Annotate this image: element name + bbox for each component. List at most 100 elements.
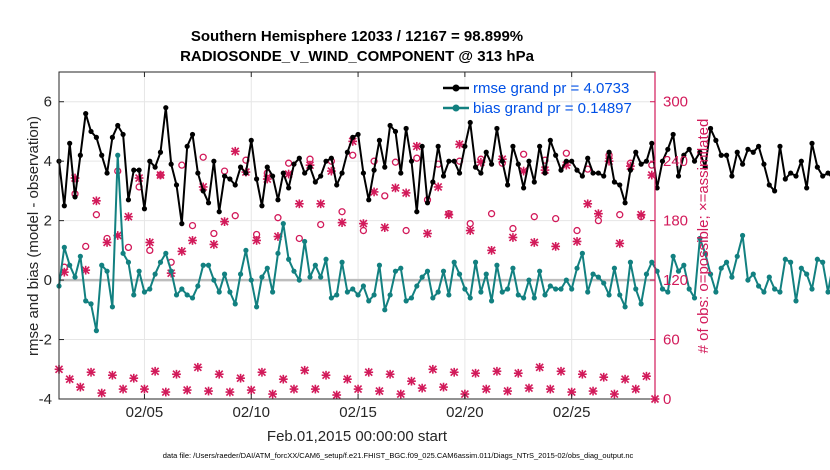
assimilated-marker [583,199,593,209]
bias-point [505,286,511,292]
assimilated-marker [257,367,267,377]
possible-marker [402,226,410,235]
bias-point [734,253,740,259]
bias-point [659,286,666,292]
bias-point [280,221,286,227]
bias-point [537,268,543,274]
rmse-point [136,167,142,173]
bias-point [408,295,415,301]
possible-marker [82,242,90,251]
bias-point [168,268,174,274]
bias-point [643,271,650,277]
bias-point [617,292,623,298]
rmse-point [237,164,244,170]
rmse-point [761,161,767,167]
bias-point [633,286,639,292]
rmse-point [547,137,553,143]
rmse-point [61,203,67,209]
rmse-point [109,134,116,140]
rmse-point [275,197,281,203]
bias-point [739,232,746,239]
assimilated-marker [188,236,197,245]
possible-marker [210,229,218,238]
rmse-point [750,149,756,155]
assimilated-marker [551,242,561,251]
rmse-point [756,143,762,149]
possible-marker [573,226,581,235]
rmse-point [553,152,559,158]
y-tick-label-left: 0 [44,272,52,289]
assimilated-marker [246,385,256,395]
bias-point [104,268,110,274]
rmse-point [739,161,746,167]
rmse-point [296,155,302,161]
assimilated-marker [508,233,518,242]
rmse-point [424,200,431,206]
rmse-point [649,140,655,146]
bias-point [307,274,313,280]
bias-point [157,259,164,265]
assimilated-marker [140,384,149,394]
bias-point [809,286,815,292]
possible-marker [530,213,538,221]
bias-point [798,265,804,271]
rmse-point [772,188,778,194]
bias-point [510,265,516,271]
rmse-point [702,164,708,170]
bias-point [67,262,73,268]
y-tick-label-left: 6 [44,94,52,111]
x-tick-label: 02/10 [232,404,270,421]
legend: rmse grand pr = 4.0733 bias grand pr = 0… [443,80,632,117]
rmse-point [221,173,228,179]
rmse-point [163,105,169,111]
assimilated-marker [236,373,245,383]
assimilated-marker [316,199,326,209]
bias-point [820,259,826,265]
possible-marker [349,151,357,159]
bias-point [419,274,425,280]
rmse-point [403,125,409,132]
bias-point [366,298,372,304]
assimilated-marker [294,199,304,209]
possible-marker [381,192,389,200]
bias-point [782,256,788,262]
assimilated-marker [503,386,512,396]
rmse-point [93,134,99,140]
bias-point [286,256,292,262]
bias-point [424,268,431,274]
assimilated-marker [124,212,133,222]
rmse-point [558,167,564,173]
series-bias [56,152,830,334]
rmse-point [713,137,719,143]
rmse-point [531,179,537,185]
bias-point [681,262,687,268]
rmse-point [104,170,110,176]
bias-point [136,268,142,274]
rmse-point [686,146,692,152]
rmse-point [435,143,441,149]
rmse-point [606,149,612,155]
bias-point [515,292,521,298]
assimilated-marker [150,366,160,376]
rmse-point [131,167,137,173]
possible-marker [562,149,570,157]
rmse-point [344,149,350,155]
bias-point [670,253,676,259]
assimilated-marker [156,170,165,180]
assimilated-marker [455,139,464,149]
bias-point [750,271,756,277]
rmse-point [563,158,569,164]
assimilated-marker [364,367,374,377]
rmse-point [633,149,639,155]
rmse-point [777,143,783,149]
rmse-point [542,170,548,176]
assimilated-marker [572,237,582,246]
rmse-point [665,146,671,152]
rmse-point [125,197,132,203]
rmse-point [253,176,260,182]
assimilated-marker [610,389,619,399]
possible-marker [487,210,496,218]
rmse-point [472,164,479,170]
rmse-point [408,158,415,164]
rmse-point [537,143,543,149]
